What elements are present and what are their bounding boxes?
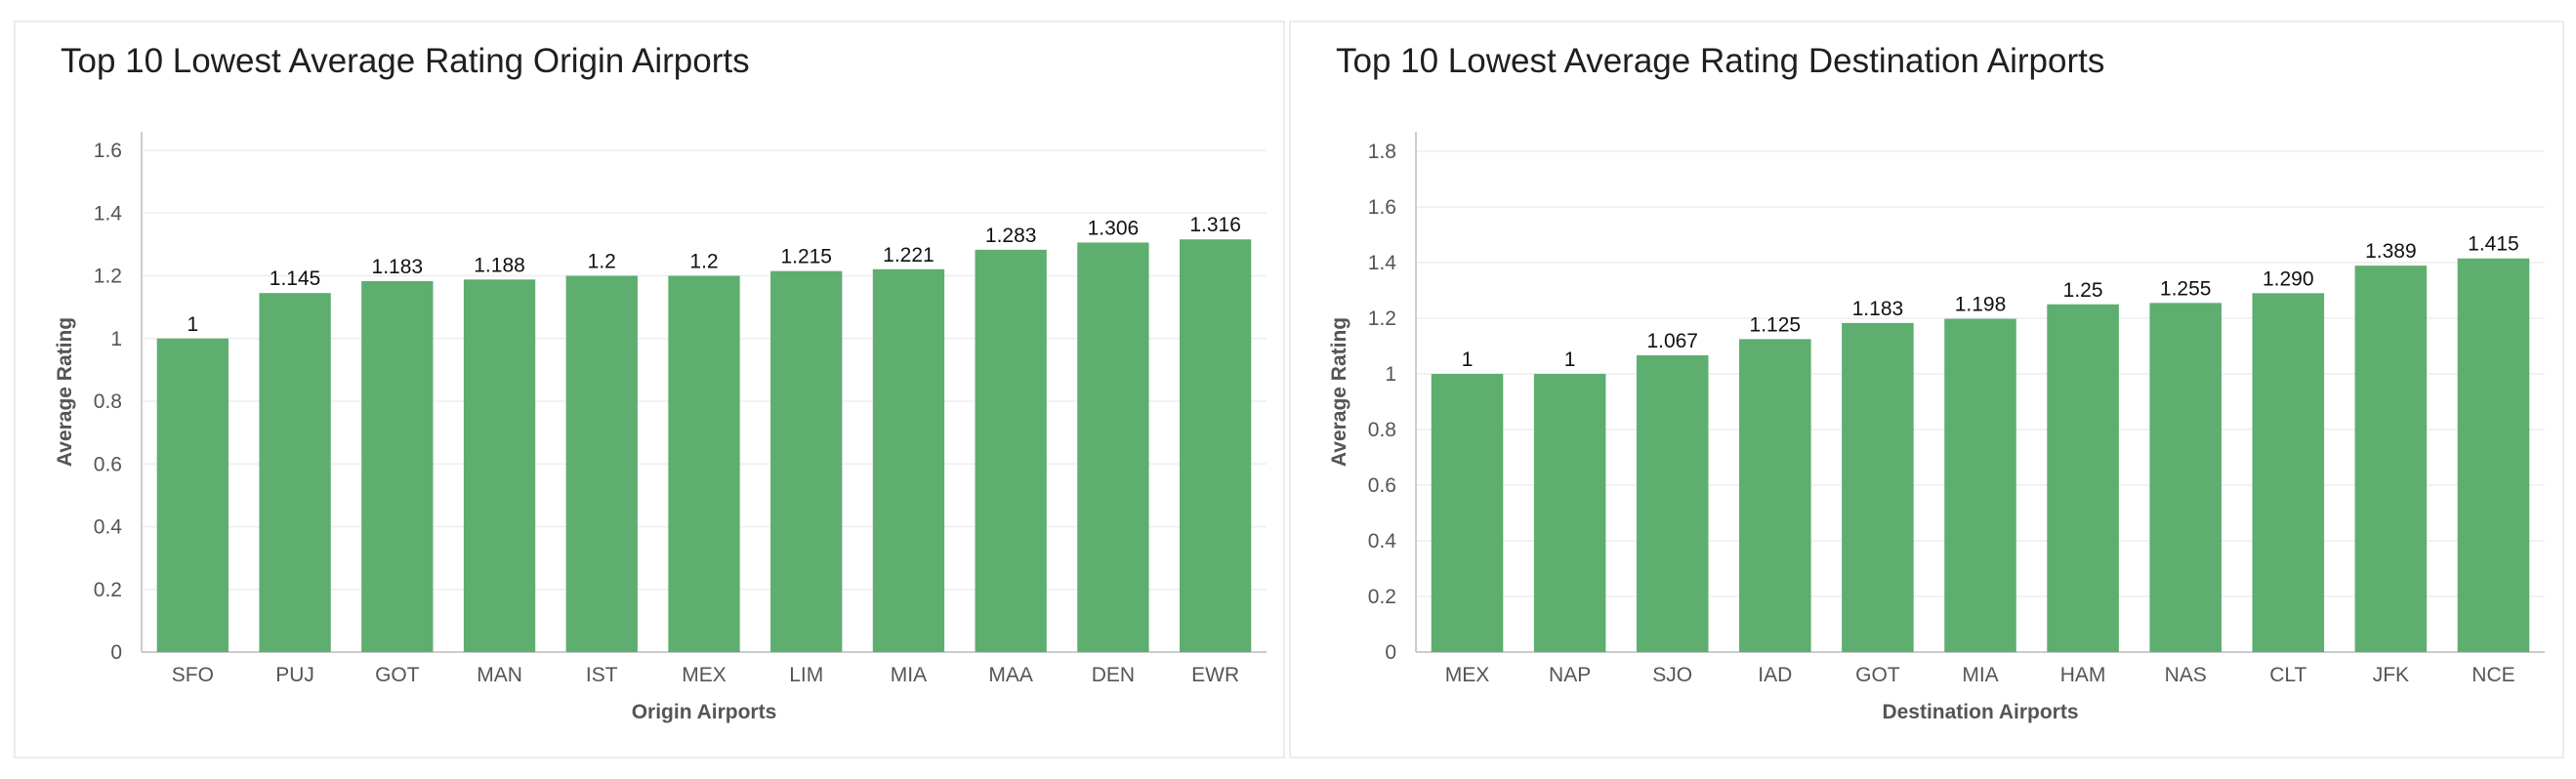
origin-x-tick-label: SFO bbox=[172, 664, 214, 686]
destination-bar-value-label: 1 bbox=[1564, 348, 1576, 371]
origin-bar-value-label: 1.221 bbox=[883, 244, 935, 266]
origin-chart-title: Top 10 Lowest Average Rating Origin Airp… bbox=[61, 42, 750, 80]
destination-bar-value-label: 1.415 bbox=[2468, 233, 2519, 256]
destination-bar bbox=[2047, 304, 2119, 652]
origin-bar-value-label: 1.2 bbox=[689, 251, 718, 273]
origin-bar-value-label: 1.183 bbox=[372, 256, 424, 278]
destination-x-tick-label: JFK bbox=[2373, 664, 2409, 686]
origin-x-tick-label: EWR bbox=[1191, 664, 1239, 686]
origin-bar bbox=[1179, 239, 1252, 653]
destination-y-tick-label: 1.6 bbox=[1368, 196, 1396, 219]
origin-bar-value-label: 1.283 bbox=[985, 225, 1037, 247]
destination-x-tick-label: NAP bbox=[1549, 664, 1591, 686]
destination-bar bbox=[1533, 374, 1606, 652]
destination-y-tick-label: 0 bbox=[1385, 641, 1396, 664]
origin-x-tick-label: PUJ bbox=[275, 664, 314, 686]
destination-y-tick-label: 1 bbox=[1385, 363, 1396, 386]
origin-bar-value-label: 1.215 bbox=[780, 246, 832, 268]
origin-bar bbox=[259, 293, 331, 652]
origin-bar bbox=[872, 268, 945, 652]
origin-x-tick-label: MEX bbox=[682, 664, 727, 686]
origin-bar-value-label: 1 bbox=[187, 313, 199, 336]
origin-bar-value-label: 1.316 bbox=[1189, 214, 1241, 236]
destination-chart-title: Top 10 Lowest Average Rating Destination… bbox=[1336, 42, 2105, 80]
destination-chart-panel: Top 10 Lowest Average Rating Destination… bbox=[1289, 20, 2564, 758]
origin-y-tick-label: 1.4 bbox=[94, 202, 123, 225]
origin-y-axis-title: Average Rating bbox=[54, 317, 76, 467]
origin-y-tick-label: 0.4 bbox=[94, 516, 123, 539]
origin-x-axis-title: Origin Airports bbox=[632, 701, 777, 723]
destination-x-axis-title: Destination Airports bbox=[1882, 701, 2078, 723]
origin-y-tick-label: 0.6 bbox=[94, 453, 122, 475]
origin-bar bbox=[975, 249, 1047, 652]
destination-bar-value-label: 1.389 bbox=[2365, 240, 2417, 263]
origin-bar bbox=[361, 280, 434, 652]
origin-y-tick-label: 0 bbox=[110, 641, 122, 664]
origin-bar-value-label: 1.306 bbox=[1088, 217, 1140, 239]
origin-x-tick-label: MAN bbox=[477, 664, 522, 686]
destination-bar-value-label: 1.067 bbox=[1646, 330, 1698, 352]
destination-bar-value-label: 1.183 bbox=[1852, 298, 1904, 320]
destination-x-tick-label: IAD bbox=[1758, 664, 1792, 686]
destination-x-tick-label: GOT bbox=[1855, 664, 1900, 686]
destination-y-tick-label: 1.8 bbox=[1368, 141, 1396, 163]
destination-bar bbox=[2457, 258, 2530, 652]
origin-bar-value-label: 1.145 bbox=[270, 267, 321, 290]
origin-bar bbox=[156, 338, 229, 652]
origin-bar-value-label: 1.188 bbox=[474, 254, 525, 276]
destination-y-tick-label: 1.2 bbox=[1368, 308, 1396, 330]
destination-x-tick-label: NCE bbox=[2472, 664, 2514, 686]
origin-bar bbox=[463, 279, 536, 652]
origin-x-tick-label: MAA bbox=[988, 664, 1033, 686]
destination-x-tick-label: CLT bbox=[2269, 664, 2306, 686]
origin-bar bbox=[770, 270, 843, 652]
origin-bar bbox=[565, 275, 638, 652]
destination-bar bbox=[1431, 374, 1504, 652]
destination-bar bbox=[1636, 354, 1709, 652]
destination-bar-value-label: 1.198 bbox=[1955, 294, 2007, 316]
destination-bar bbox=[2252, 293, 2325, 652]
origin-bar-value-label: 1.2 bbox=[588, 251, 616, 273]
destination-bar bbox=[1842, 322, 1914, 652]
destination-bar-value-label: 1.255 bbox=[2160, 277, 2212, 300]
destination-bar bbox=[1739, 339, 1811, 652]
origin-y-tick-label: 0.8 bbox=[94, 390, 122, 413]
origin-y-tick-label: 0.2 bbox=[94, 579, 122, 601]
destination-y-tick-label: 0.4 bbox=[1368, 530, 1397, 553]
destination-bar bbox=[2354, 266, 2428, 652]
destination-bar-value-label: 1.25 bbox=[2063, 279, 2103, 302]
destination-y-tick-label: 0.2 bbox=[1368, 586, 1396, 608]
origin-y-tick-label: 1 bbox=[110, 328, 122, 350]
destination-x-tick-label: NAS bbox=[2165, 664, 2207, 686]
destination-bar bbox=[2149, 303, 2222, 652]
destination-chart-svg: 0 0.2 0.4 0.6 0.8 1 1.2 1.4 1.6 1.8 1 MEX 1 NAP 1.067 S… bbox=[1328, 132, 2545, 723]
destination-x-tick-label: MIA bbox=[1962, 664, 1998, 686]
origin-x-tick-label: DEN bbox=[1092, 664, 1135, 686]
origin-x-tick-label: LIM bbox=[789, 664, 823, 686]
destination-bar-value-label: 1.290 bbox=[2263, 267, 2314, 290]
destination-y-tick-label: 0.6 bbox=[1368, 474, 1396, 497]
destination-x-tick-label: MEX bbox=[1445, 664, 1490, 686]
origin-x-tick-label: MIA bbox=[891, 664, 927, 686]
destination-y-axis-title: Average Rating bbox=[1328, 317, 1350, 467]
origin-bar bbox=[1077, 242, 1149, 652]
destination-bar bbox=[1944, 318, 2016, 652]
origin-x-tick-label: IST bbox=[586, 664, 618, 686]
destination-y-tick-label: 0.8 bbox=[1368, 419, 1396, 441]
origin-chart-svg: 0 0.2 0.4 0.6 0.8 1 1.2 1.4 1.6 1 SFO 1.145 PUJ 1.183… bbox=[54, 132, 1267, 723]
destination-x-tick-label: SJO bbox=[1652, 664, 1692, 686]
origin-y-tick-label: 1.2 bbox=[94, 266, 122, 288]
destination-bar-value-label: 1.125 bbox=[1750, 313, 1802, 336]
destination-y-tick-label: 1.4 bbox=[1368, 252, 1397, 274]
origin-chart-panel: Top 10 Lowest Average Rating Origin Airp… bbox=[14, 20, 1285, 758]
destination-x-tick-label: HAM bbox=[2060, 664, 2106, 686]
origin-bar bbox=[668, 275, 740, 652]
destination-bar-value-label: 1 bbox=[1462, 348, 1474, 371]
origin-y-tick-label: 1.6 bbox=[94, 140, 122, 162]
origin-x-tick-label: GOT bbox=[375, 664, 420, 686]
